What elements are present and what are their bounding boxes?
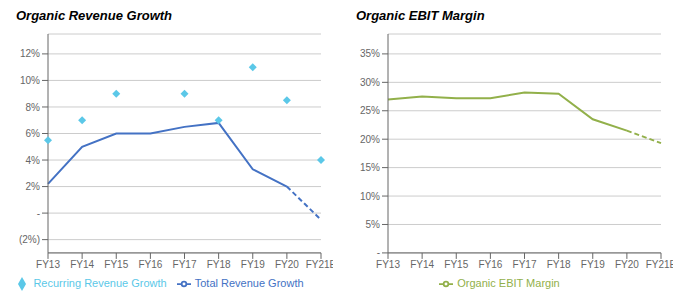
svg-text:30%: 30% [360,77,380,88]
svg-text:FY21E: FY21E [646,259,673,270]
svg-text:FY21E: FY21E [306,259,333,270]
svg-text:10%: 10% [360,191,380,202]
svg-text:20%: 20% [360,134,380,145]
svg-text:FY17: FY17 [513,259,537,270]
svg-text:FY20: FY20 [615,259,639,270]
svg-text:(2%): (2%) [19,234,40,245]
svg-text:FY18: FY18 [547,259,571,270]
svg-text:FY16: FY16 [138,259,162,270]
svg-text:FY18: FY18 [207,259,231,270]
svg-text:10%: 10% [20,75,40,86]
svg-text:FY15: FY15 [104,259,128,270]
html-text:Organic Revenue Growth: Organic Revenue Growth [16,8,172,23]
svg-text:6%: 6% [26,128,41,139]
html-text:Organic EBIT Margin: Organic EBIT Margin [356,8,485,23]
svg-text:FY19: FY19 [581,259,605,270]
svg-text:FY17: FY17 [173,259,197,270]
svg-text:35%: 35% [360,48,380,59]
svg-text:4%: 4% [26,155,41,166]
svg-text:FY19: FY19 [241,259,265,270]
svg-text:FY16: FY16 [478,259,502,270]
svg-text:FY13: FY13 [36,259,60,270]
svg-text:FY20: FY20 [275,259,299,270]
html-text:Total Revenue Growth: Total Revenue Growth [194,276,304,289]
svg-text:15%: 15% [360,162,380,173]
svg-text:-: - [37,208,40,219]
html-text:Recurring Revenue Growth: Recurring Revenue Growth [33,276,167,289]
svg-text:-: - [377,247,380,258]
svg-text:FY13: FY13 [376,259,400,270]
svg-text:2%: 2% [26,181,41,192]
svg-text:8%: 8% [26,102,41,113]
svg-text:25%: 25% [360,105,380,116]
svg-text:FY14: FY14 [70,259,94,270]
svg-text:12%: 12% [20,48,40,59]
svg-text:FY14: FY14 [410,259,434,270]
svg-text:FY15: FY15 [444,259,468,270]
html-text:Organic EBIT Margin: Organic EBIT Margin [457,276,560,289]
svg-text:5%: 5% [366,219,381,230]
